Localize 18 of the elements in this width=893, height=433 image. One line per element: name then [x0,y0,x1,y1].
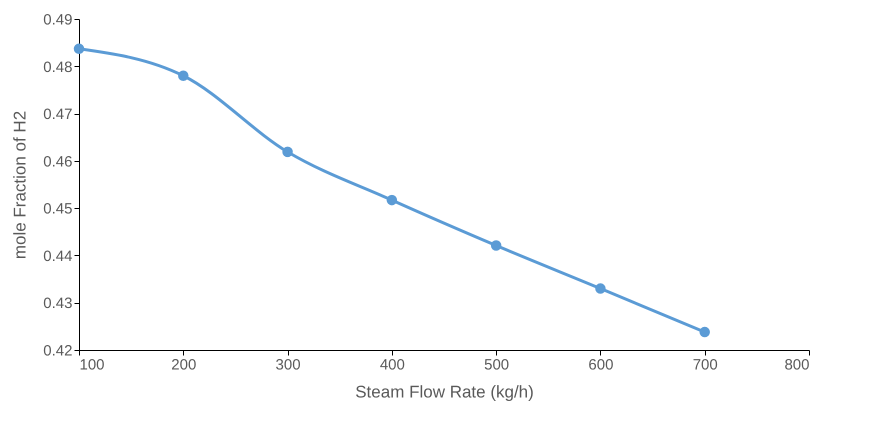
x-tick-label: 600 [588,356,614,374]
x-axis-title: Steam Flow Rate (kg/h) [355,382,534,402]
y-tick-label: 0.48 [43,58,72,76]
x-tick-label: 500 [484,356,510,374]
x-tick-label: 200 [171,356,196,374]
y-tick-label: 0.43 [43,295,72,312]
x-tick-label: 800 [784,356,810,374]
y-tick-label: 0.44 [43,248,72,265]
y-tick-label: 0.42 [43,342,72,360]
y-tick-label: 0.49 [43,12,72,28]
x-tick-label: 700 [692,356,718,374]
y-tick-label: 0.45 [43,200,72,218]
y-tick-label: 0.47 [43,106,72,124]
x-tick-label: 100 [80,356,105,374]
y-axis-title: mole Fraction of H2 [10,110,30,260]
x-tick-label: 400 [380,356,405,374]
x-tick-label: 300 [276,356,301,374]
y-tick-label: 0.46 [43,153,72,170]
